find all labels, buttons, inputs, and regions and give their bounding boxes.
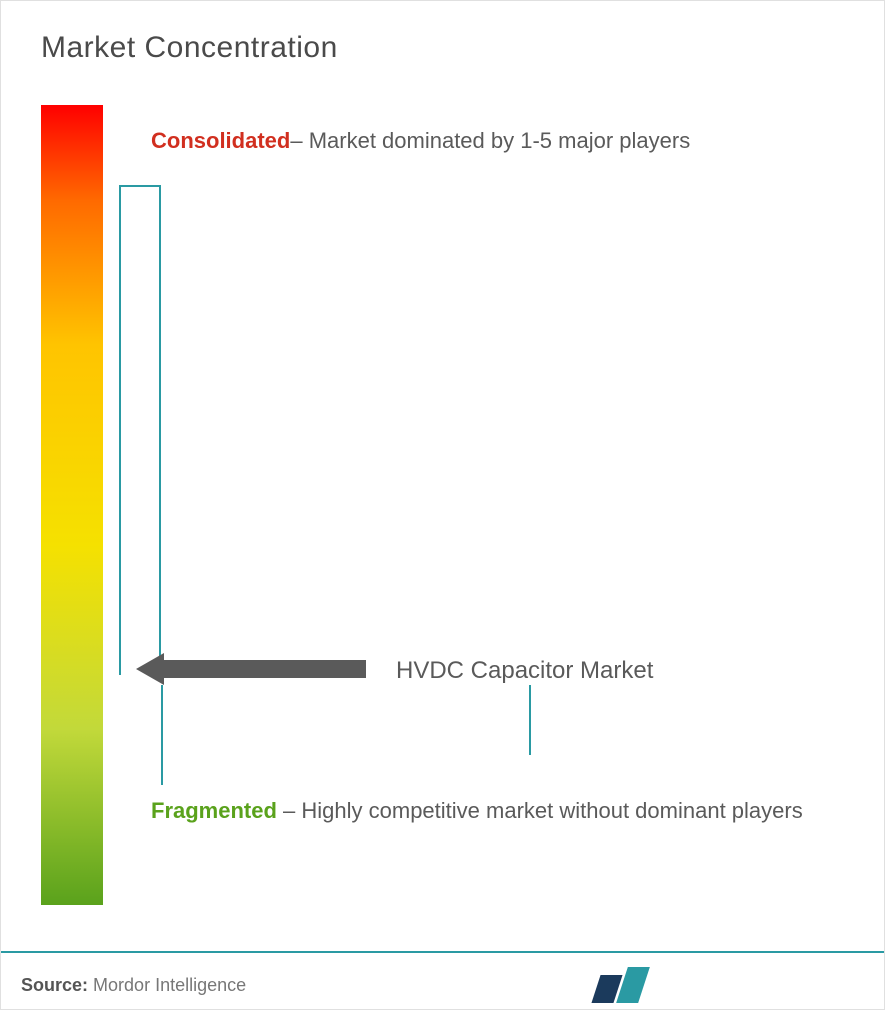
connector-marker xyxy=(161,685,531,785)
arrow-left-icon xyxy=(136,653,164,685)
gradient-scale-bar xyxy=(41,105,103,905)
market-name-label: HVDC Capacitor Market xyxy=(396,657,653,685)
source-value: Mordor Intelligence xyxy=(93,975,246,995)
footer: Source: Mordor Intelligence xyxy=(1,951,884,1009)
marker-arrow xyxy=(136,653,366,685)
source-attribution: Source: Mordor Intelligence xyxy=(21,975,246,996)
connector-top xyxy=(119,185,161,675)
fragmented-description: Fragmented – Highly competitive market w… xyxy=(151,785,881,838)
concentration-chart: Consolidated– Market dominated by 1-5 ma… xyxy=(41,105,844,925)
fragmented-label: Fragmented xyxy=(151,798,277,823)
consolidated-label: Consolidated xyxy=(151,128,290,153)
source-label: Source: xyxy=(21,975,88,995)
page-title: Market Concentration xyxy=(41,31,844,65)
fragmented-text: – Highly competitive market without domi… xyxy=(277,798,803,823)
brand-logo-icon xyxy=(596,967,644,1003)
consolidated-description: Consolidated– Market dominated by 1-5 ma… xyxy=(151,115,851,168)
arrow-shaft xyxy=(164,660,366,678)
consolidated-text: – Market dominated by 1-5 major players xyxy=(290,128,690,153)
